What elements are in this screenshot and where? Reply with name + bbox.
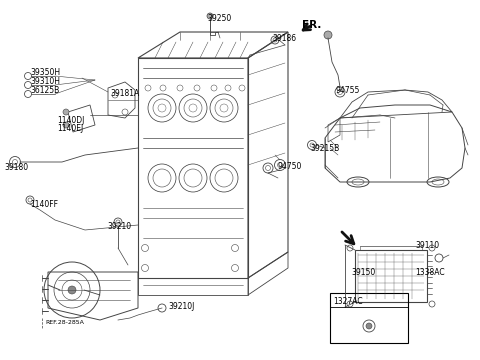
Circle shape [63, 122, 69, 128]
Circle shape [324, 31, 332, 39]
Circle shape [68, 286, 76, 294]
Text: REF.28-285A: REF.28-285A [45, 320, 84, 324]
Circle shape [207, 13, 213, 19]
Text: 1140DJ: 1140DJ [57, 116, 84, 125]
Text: 39110: 39110 [415, 241, 439, 250]
Text: 94755: 94755 [336, 86, 360, 95]
Text: 1140FF: 1140FF [30, 200, 58, 209]
Circle shape [63, 109, 69, 115]
Text: 39350H: 39350H [30, 68, 60, 77]
Text: 39186: 39186 [272, 34, 296, 43]
Text: 39215B: 39215B [310, 144, 339, 153]
Text: 39180: 39180 [4, 163, 28, 172]
Text: 39310H: 39310H [30, 77, 60, 86]
Text: 39210: 39210 [107, 222, 131, 231]
Text: 36125B: 36125B [30, 86, 59, 95]
Text: 39150: 39150 [351, 268, 375, 277]
Bar [330, 293, 408, 343]
Text: 39210J: 39210J [168, 302, 194, 311]
Text: FR.: FR. [302, 20, 322, 30]
Text: 1338AC: 1338AC [415, 268, 444, 277]
Text: 39250: 39250 [207, 14, 231, 23]
Text: 39181A: 39181A [110, 89, 139, 98]
Text: 94750: 94750 [278, 162, 302, 171]
Text: 1327AC: 1327AC [333, 297, 362, 306]
Circle shape [366, 323, 372, 329]
Text: 1140EJ: 1140EJ [57, 124, 83, 133]
Bar [355, 250, 427, 302]
